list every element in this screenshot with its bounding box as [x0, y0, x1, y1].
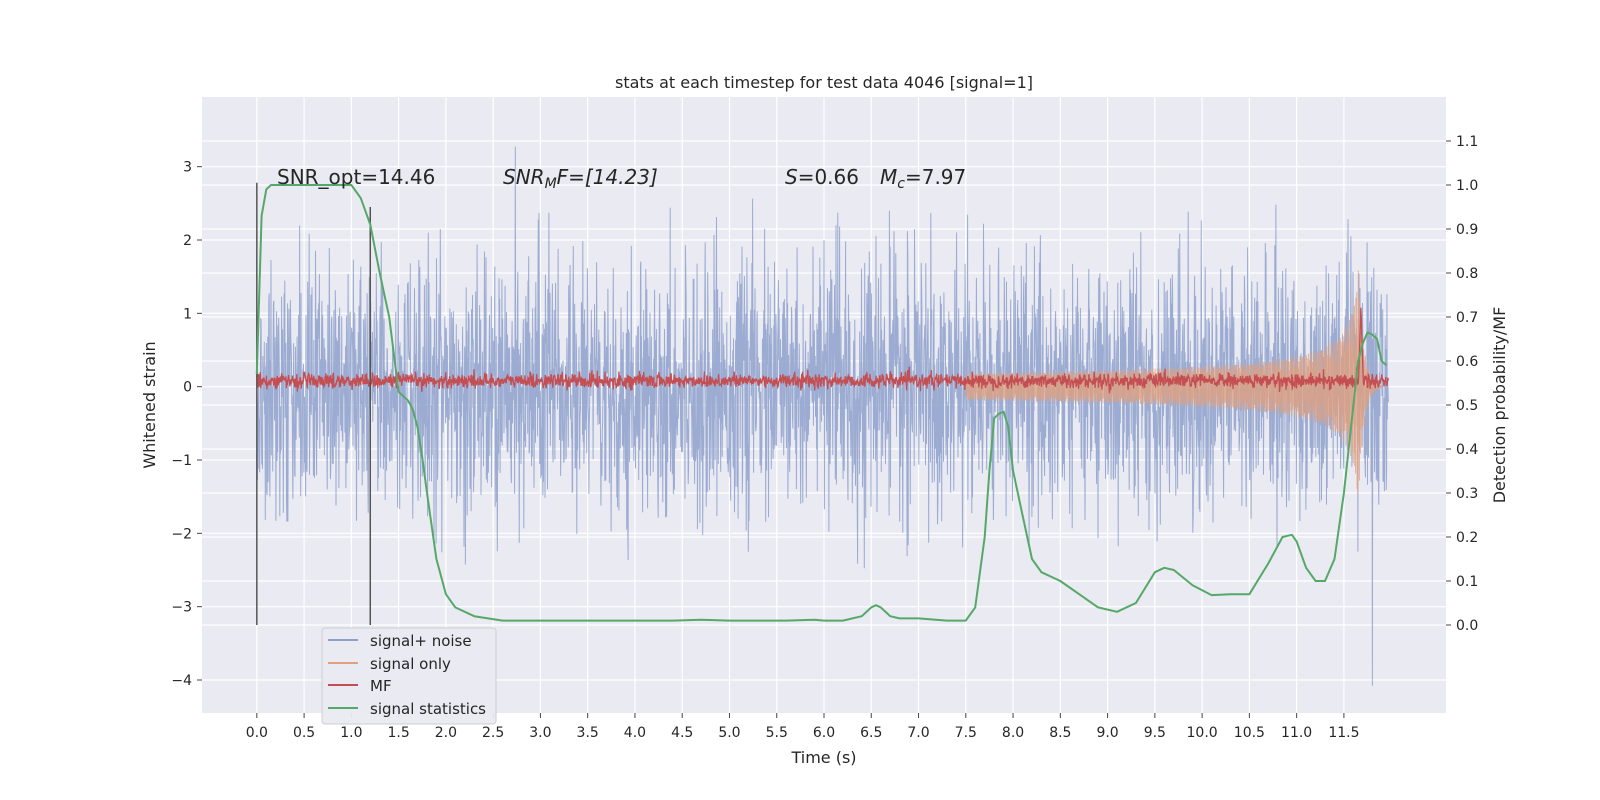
annotation-snr-mf: SNRMF=[14.23]	[503, 165, 658, 192]
annotation-mc-sub: c	[897, 176, 905, 192]
y-tick-label-right: 0.6	[1456, 354, 1478, 370]
annotation-mc: Mc=7.97	[880, 165, 966, 192]
annotation-spin: S=0.66	[785, 165, 859, 189]
y-tick-label-right: 0.1	[1456, 574, 1478, 590]
y-tick-label-right: 0.2	[1456, 530, 1478, 546]
mf-series	[256, 307, 1389, 394]
x-tick-label: 3.5	[577, 725, 599, 741]
x-tick-label: 6.0	[813, 725, 835, 741]
x-tick-label: 4.5	[671, 725, 693, 741]
x-tick-label: 11.5	[1328, 725, 1359, 741]
legend-box	[321, 627, 497, 725]
x-tick-label: 1.5	[387, 725, 409, 741]
x-tick-label: 10.5	[1234, 725, 1265, 741]
x-tick-label: 9.0	[1096, 725, 1118, 741]
mf-line	[256, 307, 1389, 394]
x-tick-label: 2.5	[482, 725, 504, 741]
x-axis-label: Time (s)	[790, 748, 856, 767]
x-ticks: 0.0 0.5 1.0 1.5 2.0 2.5 3.0 3.5 4.0 4.5 5.0 5.5 6.0 6…	[246, 713, 1359, 741]
y-ticks-left: 3 2 1 0 −1 −2 −3 −4	[171, 160, 202, 689]
y-axis-label-right: Detection probability/MF	[1490, 307, 1509, 504]
annotation-snr-mf-main: SNR	[503, 165, 545, 189]
x-tick-label: 3.0	[529, 725, 551, 741]
legend: signal+ noise signal only MF signal stat…	[321, 627, 497, 725]
signal-statistics-line	[255, 184, 1388, 622]
annotation-spin-value: =0.66	[798, 165, 859, 189]
y-tick-label-left: 2	[183, 233, 192, 249]
x-tick-label: 7.5	[955, 725, 977, 741]
annotation-mc-symbol: M	[880, 165, 897, 189]
x-tick-label: 0.0	[246, 725, 268, 741]
x-tick-label: 4.0	[624, 725, 646, 741]
y-tick-label-left: 3	[183, 160, 192, 176]
y-tick-label-right: 0.3	[1456, 486, 1478, 502]
legend-label-signal-only: signal only	[370, 655, 451, 673]
y-tick-label-right: 0.9	[1456, 222, 1478, 238]
legend-label-mf: MF	[370, 677, 392, 695]
y-tick-label-right: 1.0	[1456, 178, 1478, 194]
x-tick-label: 0.5	[293, 725, 315, 741]
y-tick-label-right: 0.4	[1456, 442, 1478, 458]
y-tick-label-right: 0.8	[1456, 266, 1478, 282]
y-axis-label-left: Whitened strain	[140, 341, 159, 468]
x-tick-label: 8.0	[1002, 725, 1024, 741]
y-tick-label-right: 0.0	[1456, 618, 1478, 634]
x-tick-label: 2.0	[435, 725, 457, 741]
y-ticks-right: 1.1 1.0 0.9 0.8 0.7 0.6 0.5 0.4 0.3 0.2 0.1 0.0	[1446, 134, 1478, 634]
annotation-spin-symbol: S	[785, 165, 798, 189]
x-tick-label: 5.5	[766, 725, 788, 741]
annotation-snr-mf-rest: F=[14.23]	[557, 165, 658, 189]
x-tick-label: 8.5	[1049, 725, 1071, 741]
y-tick-label-right: 1.1	[1456, 134, 1478, 150]
annotation-snr-opt: SNR_opt=14.46	[277, 165, 435, 189]
x-tick-label: 7.0	[907, 725, 929, 741]
signal-noise-series	[256, 146, 1389, 686]
signal-noise-line	[256, 146, 1389, 686]
vertical-markers	[256, 182, 372, 625]
y-tick-label-left: −3	[171, 600, 192, 616]
legend-label-signal-statistics: signal statistics	[370, 700, 486, 718]
y-tick-label-left: −1	[171, 453, 192, 469]
y-tick-label-left: 0	[183, 380, 192, 396]
x-tick-label: 9.5	[1144, 725, 1166, 741]
annotation-mc-value: =7.97	[905, 165, 966, 189]
x-tick-label: 11.0	[1281, 725, 1312, 741]
x-tick-label: 1.0	[340, 725, 362, 741]
annotation-snr-mf-sub: M	[545, 176, 557, 192]
y-tick-label-right: 0.5	[1456, 398, 1478, 414]
x-tick-label: 5.0	[718, 725, 740, 741]
legend-label-signal-noise: signal+ noise	[370, 632, 472, 650]
signal-statistics-series	[255, 184, 1388, 622]
y-tick-label-right: 0.7	[1456, 310, 1478, 326]
x-tick-label: 10.0	[1187, 725, 1218, 741]
y-tick-label-left: −4	[171, 673, 192, 689]
x-tick-label: 6.5	[860, 725, 882, 741]
y-tick-label-left: −2	[171, 526, 192, 542]
y-tick-label-left: 1	[183, 306, 192, 322]
chart-title: stats at each timestep for test data 404…	[615, 73, 1033, 92]
